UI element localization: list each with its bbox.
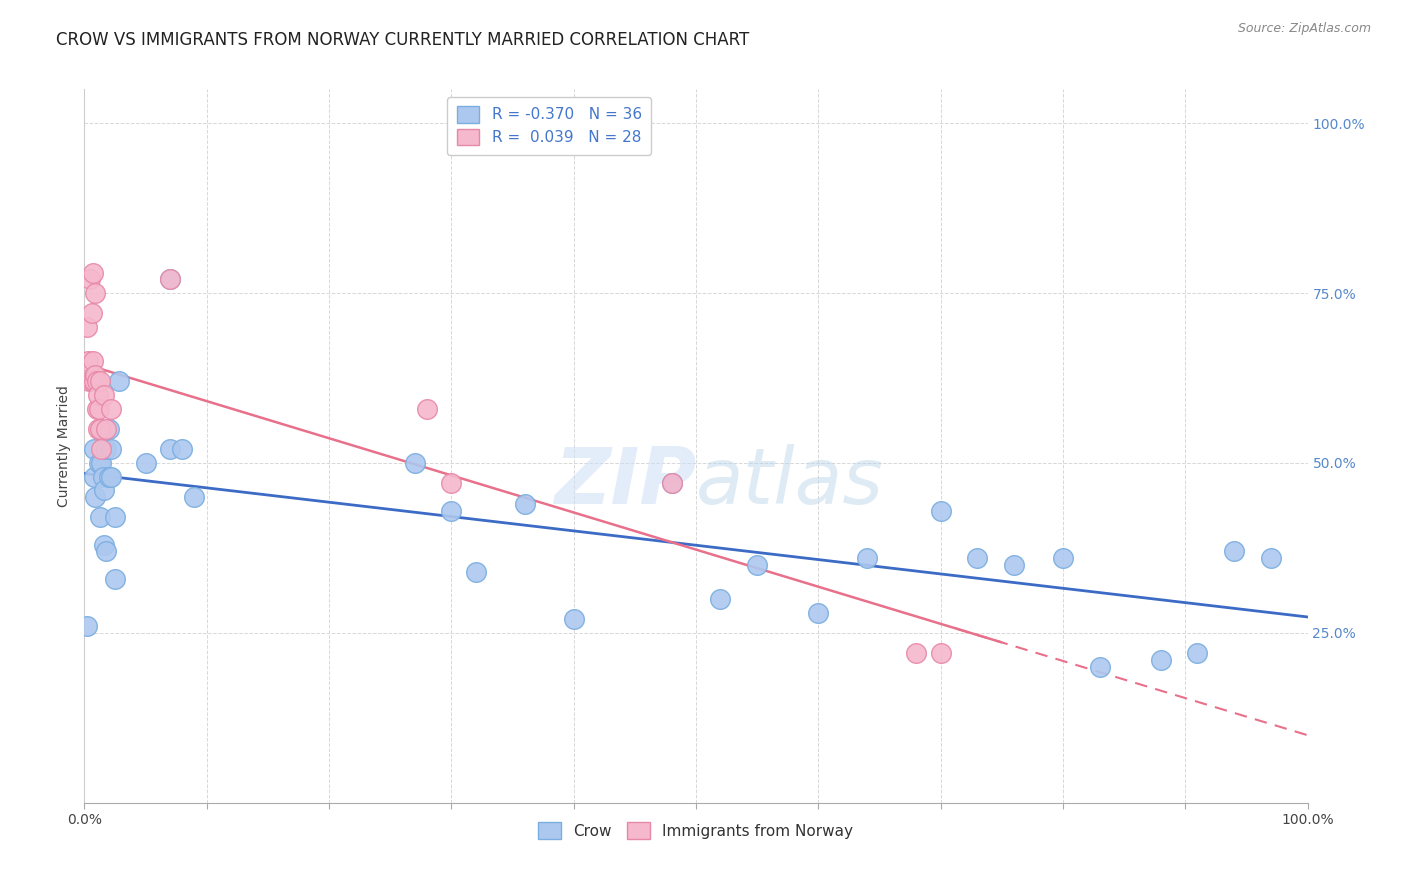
Point <box>77 354 100 368</box>
Point <box>1088 660 1111 674</box>
Point <box>87 388 110 402</box>
Point <box>709 591 731 606</box>
Point <box>76 619 98 633</box>
Point <box>93 537 115 551</box>
Point <box>89 422 111 436</box>
Point <box>661 476 683 491</box>
Point <box>84 368 107 382</box>
Point <box>464 565 486 579</box>
Point <box>83 442 105 457</box>
Point <box>747 558 769 572</box>
Point <box>929 646 952 660</box>
Point <box>1260 551 1282 566</box>
Point <box>1223 544 1246 558</box>
Point <box>87 422 110 436</box>
Point <box>83 469 105 483</box>
Point <box>89 422 111 436</box>
Point <box>77 375 100 389</box>
Point <box>89 510 111 524</box>
Point <box>107 375 129 389</box>
Point <box>1052 551 1074 566</box>
Text: Source: ZipAtlas.com: Source: ZipAtlas.com <box>1237 22 1371 36</box>
Point <box>89 375 111 389</box>
Point <box>905 646 928 660</box>
Point <box>83 375 105 389</box>
Point <box>82 354 104 368</box>
Point <box>104 510 127 524</box>
Point <box>1002 558 1025 572</box>
Point <box>87 456 110 470</box>
Point <box>86 401 108 416</box>
Point <box>159 272 181 286</box>
Point <box>172 442 194 457</box>
Point <box>97 469 120 483</box>
Point <box>90 456 112 470</box>
Point <box>856 551 879 566</box>
Point <box>96 442 118 457</box>
Point <box>966 551 988 566</box>
Point <box>183 490 205 504</box>
Point <box>93 388 115 402</box>
Point <box>100 442 122 457</box>
Point <box>93 483 115 498</box>
Point <box>1187 646 1209 660</box>
Text: CROW VS IMMIGRANTS FROM NORWAY CURRENTLY MARRIED CORRELATION CHART: CROW VS IMMIGRANTS FROM NORWAY CURRENTLY… <box>56 31 749 49</box>
Point <box>76 320 98 334</box>
Point <box>84 286 107 301</box>
Point <box>440 503 463 517</box>
Point <box>87 401 110 416</box>
Point <box>91 469 114 483</box>
Point <box>80 375 103 389</box>
Point <box>440 476 463 491</box>
Point <box>1150 653 1173 667</box>
Point <box>404 456 426 470</box>
Point <box>97 422 120 436</box>
Point <box>86 375 108 389</box>
Point <box>416 401 439 416</box>
Point <box>104 572 127 586</box>
Text: ZIP: ZIP <box>554 443 696 520</box>
Point <box>96 544 118 558</box>
Point <box>929 503 952 517</box>
Point <box>661 476 683 491</box>
Point <box>513 497 536 511</box>
Point <box>807 606 830 620</box>
Legend: Crow, Immigrants from Norway: Crow, Immigrants from Norway <box>533 816 859 845</box>
Point <box>562 612 585 626</box>
Point <box>90 442 112 457</box>
Point <box>100 469 122 483</box>
Point <box>80 306 103 320</box>
Point <box>159 442 181 457</box>
Point <box>82 266 104 280</box>
Point <box>159 272 181 286</box>
Text: atlas: atlas <box>696 443 884 520</box>
Point <box>84 490 107 504</box>
Point <box>79 272 101 286</box>
Y-axis label: Currently Married: Currently Married <box>58 385 72 507</box>
Point <box>100 401 122 416</box>
Point <box>96 422 118 436</box>
Point <box>135 456 157 470</box>
